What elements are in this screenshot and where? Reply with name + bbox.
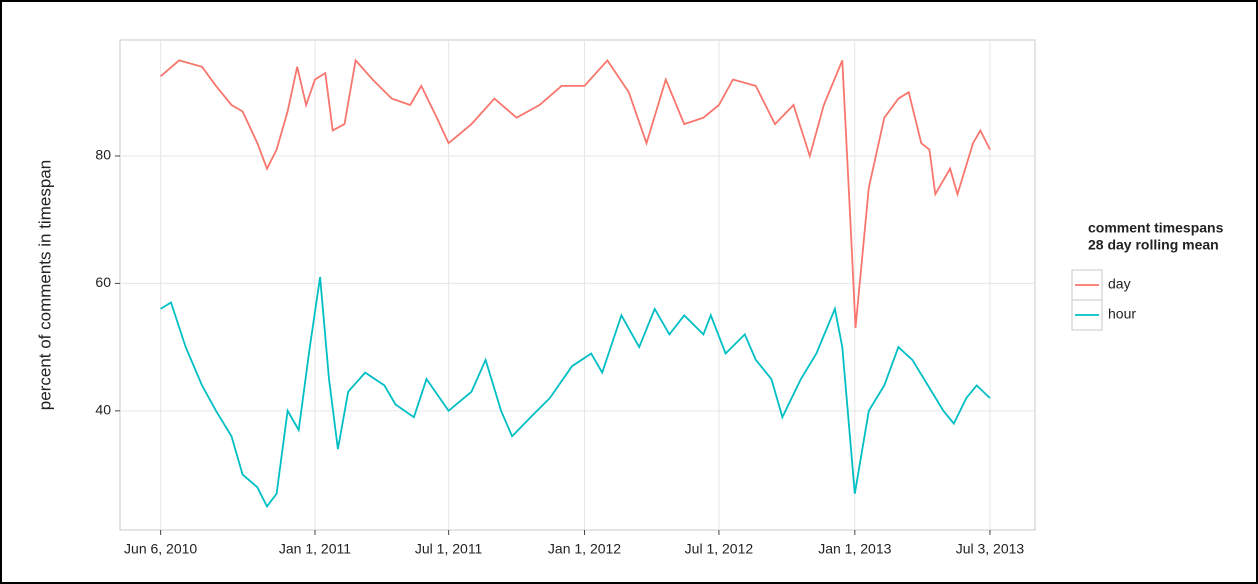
x-tick-label: Jul 1, 2012: [685, 541, 754, 557]
y-tick-label: 40: [95, 402, 111, 418]
legend-label: hour: [1108, 306, 1136, 322]
line: [160, 58, 991, 329]
line: [160, 276, 991, 509]
x-tick-label: Jan 1, 2013: [818, 541, 891, 557]
legend-title: 28 day rolling mean: [1088, 237, 1219, 253]
x-tick-label: Jan 1, 2012: [548, 541, 621, 557]
legend-title: comment timespans: [1088, 220, 1224, 236]
x-tick-label: Jan 1, 2011: [279, 541, 351, 557]
y-tick-label: 80: [95, 147, 111, 163]
x-tick-label: Jun 6, 2010: [124, 541, 197, 557]
y-axis-label: percent of comments in timespan: [35, 160, 54, 410]
legend-label: day: [1108, 276, 1131, 292]
plot-area: [119, 39, 1036, 531]
x-tick-label: Jul 3, 2013: [956, 541, 1025, 557]
x-tick-label: Jul 1, 2011: [415, 541, 483, 557]
y-tick-label: 60: [95, 274, 111, 290]
